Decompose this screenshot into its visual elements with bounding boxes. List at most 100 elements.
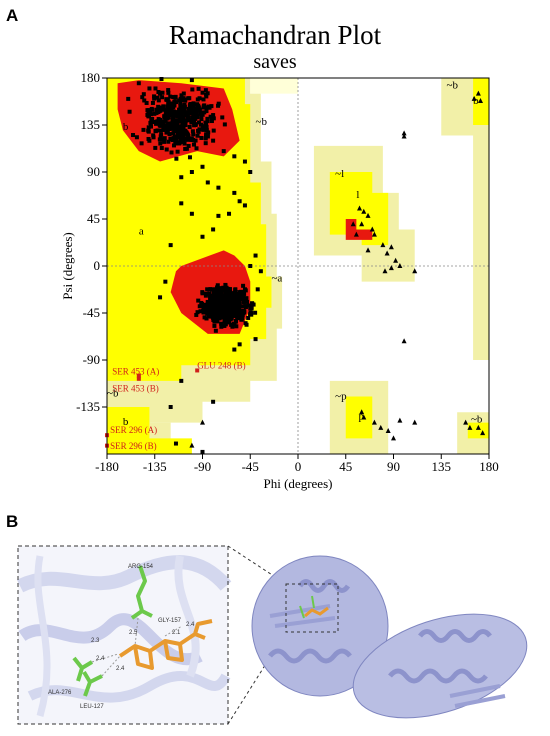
- glycine-point: [401, 130, 407, 136]
- glycine-point: [397, 263, 403, 268]
- glycine-point: [378, 424, 384, 430]
- residue-point: [244, 296, 249, 301]
- outlier-point: [136, 376, 141, 381]
- residue-point: [209, 104, 214, 109]
- residue-point: [144, 100, 149, 105]
- residue-point: [171, 102, 176, 107]
- protein-helix: [268, 648, 352, 664]
- glycine-point: [365, 212, 371, 218]
- residue-point: [199, 114, 204, 119]
- residue-point: [237, 199, 242, 204]
- residue-point: [131, 133, 136, 138]
- x-axis: -180 -135 -90 -45 0 45 90 135 180: [95, 454, 499, 474]
- residue-point: [174, 129, 179, 134]
- residue-point: [141, 92, 146, 97]
- residue-point: [203, 293, 208, 298]
- residue-point: [198, 122, 203, 127]
- residue-point: [146, 114, 151, 119]
- residue-point: [184, 146, 189, 151]
- residue-point: [242, 310, 247, 315]
- hbond: [91, 617, 183, 677]
- residue-point: [186, 143, 191, 148]
- residue-point: [223, 315, 228, 320]
- region-label-layer: b ~b a ~a ~l l ~b b ~p p ~b b ~b: [107, 79, 483, 427]
- residue-point: [187, 104, 192, 109]
- residue-label: SER 453 (A): [112, 367, 159, 377]
- residue-point: [248, 170, 253, 174]
- glycine-point: [412, 419, 418, 425]
- residue-point: [158, 105, 163, 110]
- residue-point: [242, 287, 247, 292]
- residue-point: [166, 88, 171, 93]
- glycine-point: [359, 409, 365, 415]
- residue-point: [208, 297, 213, 302]
- residue-point: [219, 292, 224, 297]
- residue-point: [160, 137, 165, 142]
- residue-point: [203, 141, 208, 146]
- distance-label: 2.3: [91, 638, 100, 644]
- residue-point: [157, 137, 162, 142]
- residue-point: [167, 132, 172, 137]
- residue-point: [172, 135, 177, 140]
- allowed-region-p: [345, 396, 373, 439]
- residue-point: [180, 122, 185, 127]
- residue-point: [205, 180, 210, 185]
- residue-point: [227, 307, 232, 312]
- residue-point: [199, 112, 204, 117]
- residue-point: [148, 112, 153, 117]
- residue-point: [204, 310, 209, 315]
- residue-point: [171, 105, 176, 110]
- residue-point: [217, 294, 222, 299]
- protein-ribbon: [34, 555, 51, 717]
- residue-point: [146, 129, 151, 134]
- residue-point: [173, 94, 178, 99]
- residue-point: [177, 141, 182, 146]
- residue-point: [233, 288, 238, 293]
- residue-point: [145, 108, 150, 113]
- residue-point: [189, 136, 194, 141]
- residue-point: [241, 283, 246, 288]
- panel-label-b: B: [6, 512, 19, 531]
- outlier-point: [195, 368, 200, 373]
- residue-point: [206, 105, 211, 110]
- residue-point: [168, 137, 173, 142]
- residue-point: [253, 310, 258, 315]
- residue-point: [212, 323, 217, 328]
- glycine-point: [463, 419, 469, 425]
- residue-point: [167, 124, 172, 129]
- glycine-point: [365, 247, 371, 253]
- residue-point: [171, 143, 176, 148]
- residue-point: [235, 313, 240, 318]
- residue-point: [216, 312, 221, 317]
- residue-point: [214, 302, 219, 307]
- x-tick-label: 45: [339, 459, 352, 474]
- residue-point: [176, 118, 181, 123]
- residue-point: [205, 119, 210, 124]
- residue-point: [158, 123, 163, 128]
- residue-point: [197, 127, 202, 132]
- residue-point: [237, 301, 242, 306]
- residue-point: [200, 234, 205, 239]
- residue-point: [173, 118, 178, 123]
- residue-point: [161, 127, 166, 132]
- residue-point: [219, 314, 224, 319]
- x-tick-label: -180: [95, 459, 119, 474]
- residue-point: [232, 347, 237, 352]
- plot-title: Ramachandran Plot: [168, 20, 382, 50]
- ramachandran-chart: b ~b a ~a ~l l ~b b ~p p ~b b ~b GLU 248 (B) SER 453 …: [60, 70, 499, 491]
- x-tick-label: 180: [479, 459, 499, 474]
- residue-point: [204, 122, 209, 127]
- residue-point: [174, 137, 179, 142]
- residue-point: [161, 124, 166, 129]
- residue-point: [206, 300, 211, 305]
- residue-point: [215, 283, 220, 288]
- y-tick-label: -135: [76, 399, 100, 414]
- residue-point: [164, 97, 169, 102]
- residue-point: [203, 88, 208, 93]
- residue-point: [219, 324, 224, 329]
- residue-point: [205, 134, 210, 139]
- residue-point: [154, 121, 159, 126]
- residue-point: [152, 111, 157, 116]
- residue-point: [224, 309, 229, 314]
- y-tick-label: 180: [81, 70, 101, 85]
